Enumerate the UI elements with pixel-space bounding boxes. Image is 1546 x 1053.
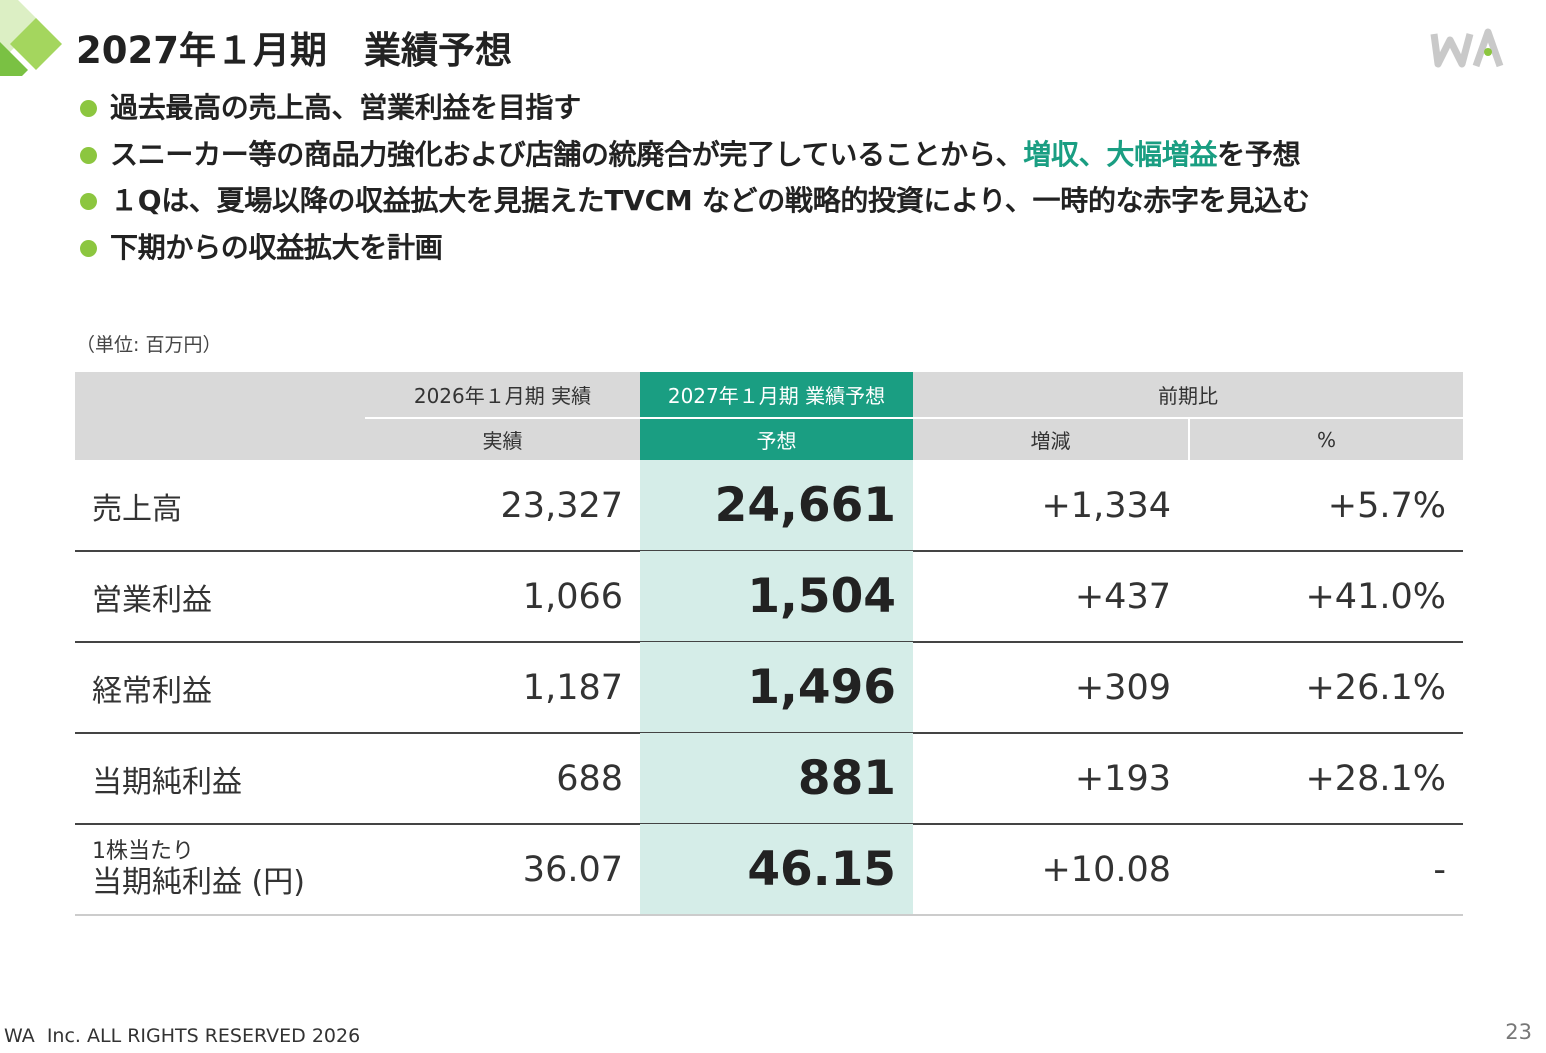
row-label: 1株当たり 当期純利益 (円) [75,824,365,915]
value-cell: +437 [1074,576,1171,617]
bullet-list: 過去最高の売上高、営業利益を目指すスニーカー等の商品力強化および店舗の統廃合が完… [76,88,1310,274]
value-cell: +10.08 [1041,849,1171,890]
title: 2027年１月期 業績予想 [76,29,512,72]
page-number: 23 [1505,1020,1532,1044]
value-cell: 36.07 [522,849,623,890]
bullet-text: を予想 [1217,137,1301,171]
value-cell: +5.7% [1327,485,1446,526]
group-header: 2026年１月期 実績 [365,372,640,417]
bullet: 過去最高の売上高、営業利益を目指す [76,88,1310,135]
value-cell: 1,066 [522,576,623,617]
logo [1430,28,1504,68]
value-cell: 1,504 [640,551,913,642]
sub-header: 実績 [365,419,640,460]
value-cell: +26.1% [1305,667,1446,708]
sub-header: 増減 [913,419,1188,460]
value-cell: +41.0% [1305,576,1446,617]
copyright: WA Inc. ALL RIGHTS RESERVED 2026 [4,1025,361,1047]
value-cell: 24,661 [640,460,913,551]
bullet: スニーカー等の商品力強化および店舗の統廃合が完了していることから、増収、大幅増益… [76,135,1310,182]
value-cell: +309 [1074,667,1171,708]
group-header: 2027年１月期 業績予想 [640,372,913,417]
row-label-text: 売上高 [92,491,182,527]
bullet: １Qは、夏場以降の収益拡大を見据えたTVCM などの戦略的投資により、一時的な赤… [76,181,1310,228]
bullet-text: スニーカー等の商品力強化および店舗の統廃合が完了していることから、 [110,137,1024,171]
row-note: 1株当たり [92,838,194,864]
corner-decoration [0,0,62,76]
bullet-text: 増収、大幅増益 [1023,137,1218,171]
row-label: 営業利益 [75,551,365,642]
value-cell: 881 [640,733,913,824]
header-cell [75,372,365,460]
value-cell: +28.1% [1305,758,1446,799]
value-cell: 1,496 [640,642,913,733]
value-cell: - [1433,849,1446,890]
row-label: 売上高 [75,460,365,551]
bullet-text: 過去最高の売上高、営業利益を目指す [110,91,581,124]
row-label: 経常利益 [75,642,365,733]
value-cell: 1,187 [522,667,623,708]
bullet-text: １Qは、夏場以降の収益拡大を見据えたTVCM などの戦略的投資により、一時的な赤… [110,184,1310,217]
value-cell: +193 [1074,758,1171,799]
value-cell: 46.15 [640,824,913,915]
row-label-text: 経常利益 [92,673,212,709]
row-label-text: 営業利益 [92,582,212,618]
unit-note: （単位: 百万円） [76,334,222,356]
sub-header: 予想 [640,419,913,460]
value-cell: +1,334 [1041,485,1171,526]
group-header: 前期比 [913,372,1463,417]
sub-header: % [1188,419,1463,460]
row-divider [75,914,1463,916]
value-cell: 688 [556,758,623,799]
bullet: 下期からの収益拡大を計画 [76,228,1310,275]
bullet-text: 下期からの収益拡大を計画 [110,230,443,264]
row-label-text: 当期純利益 [92,764,242,800]
value-cell: 23,327 [500,485,623,526]
row-label: 当期純利益 [75,733,365,824]
row-label-text: 当期純利益 (円) [92,864,305,900]
